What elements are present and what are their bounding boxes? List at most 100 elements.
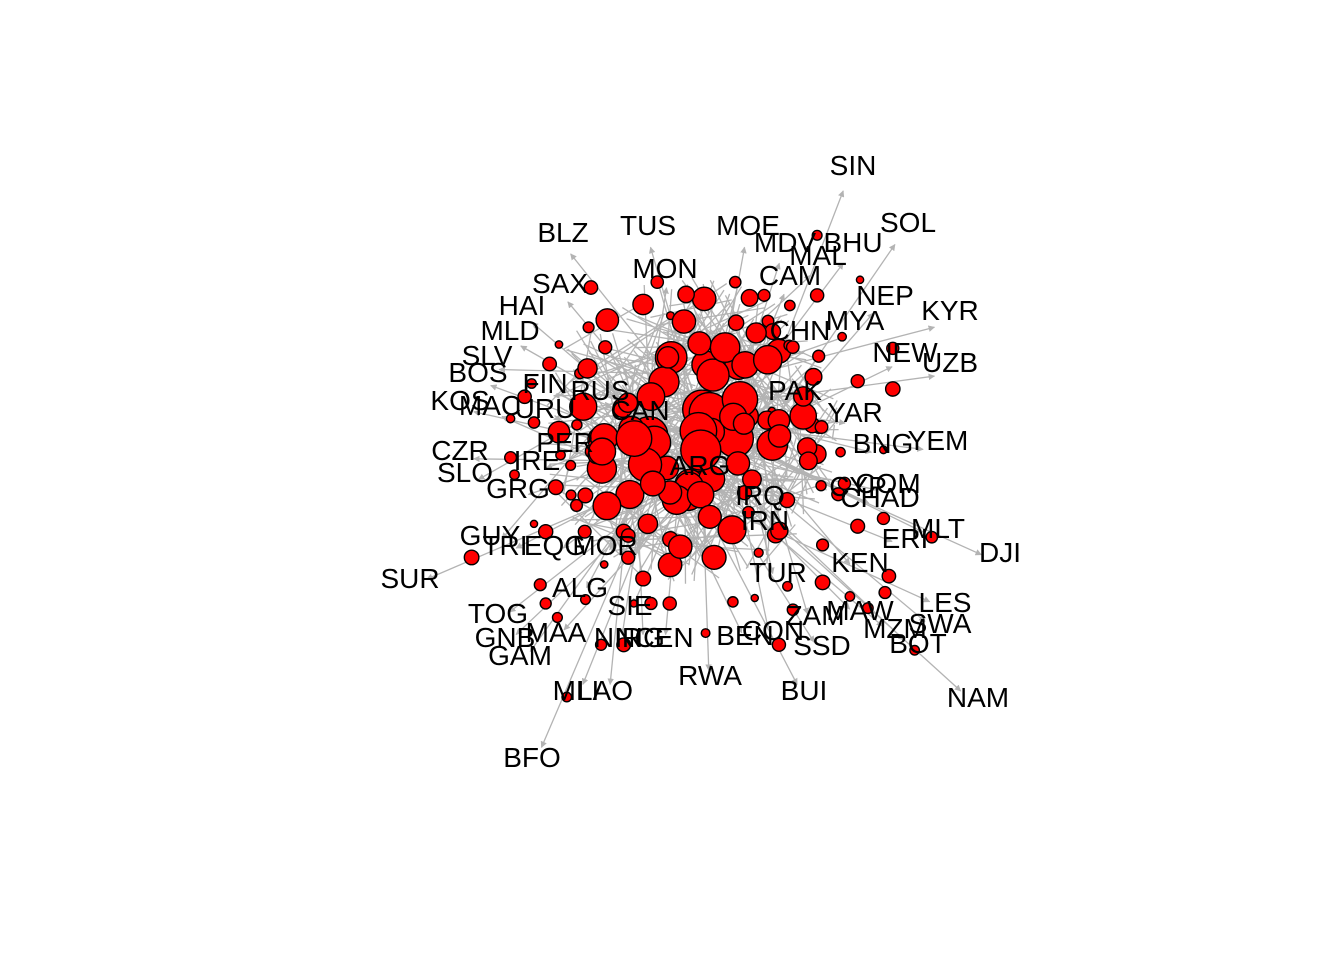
cluster-node <box>709 332 741 363</box>
node-mal <box>783 299 796 312</box>
node-label-bui: BUI <box>781 675 828 706</box>
cluster-node <box>767 424 792 448</box>
cluster-node <box>680 429 722 471</box>
node-moe <box>728 275 742 289</box>
node-mli <box>594 638 608 651</box>
node-label-les: LES <box>919 587 972 618</box>
node-sin <box>811 229 823 241</box>
cluster-node <box>717 515 747 545</box>
cluster-edge <box>635 346 663 349</box>
cluster-node <box>592 491 622 521</box>
node-kyr <box>886 341 900 356</box>
node-label-mli: MLI <box>553 675 600 706</box>
node-label-eri: ERI <box>882 523 929 554</box>
cluster-node <box>569 498 584 512</box>
node-label-irn: IRN <box>741 505 789 536</box>
node-con <box>750 593 760 603</box>
node-mzm <box>844 591 856 602</box>
node-uru <box>571 419 583 431</box>
node-label-bfo: BFO <box>503 742 561 773</box>
node-label-ire: IRE <box>514 445 561 476</box>
node-label-kos: KOS <box>430 385 489 416</box>
node-label-com: COM <box>855 468 920 499</box>
node-label-uru: URU <box>515 393 576 424</box>
node-slv <box>526 378 538 389</box>
node-sie <box>635 570 652 587</box>
node-les <box>881 568 897 584</box>
cluster-node <box>636 382 666 412</box>
node-tri <box>537 523 554 540</box>
cluster-node <box>637 513 659 535</box>
node-label-sur: SUR <box>380 563 439 594</box>
node-irn <box>742 505 755 519</box>
cluster-node <box>547 420 571 444</box>
node-maa <box>579 594 592 606</box>
node-kos <box>505 413 516 424</box>
node-label-chn: CHN <box>770 315 831 346</box>
node-label-mzm: MZM <box>863 613 927 644</box>
cluster-node <box>725 451 751 476</box>
cluster-edge <box>760 419 839 510</box>
node-bng <box>835 446 846 458</box>
node-cyp <box>815 479 827 492</box>
cluster-node <box>598 340 613 355</box>
node-guy <box>529 519 539 529</box>
node-nep <box>837 331 848 342</box>
cluster-node <box>697 504 722 529</box>
node-yem <box>878 445 888 455</box>
node-label-yem: YEM <box>908 425 969 456</box>
node-label-mor: MOR <box>572 530 637 561</box>
node-label-nep: NEP <box>856 280 914 311</box>
node-label-chad: CHAD <box>840 482 919 513</box>
node-bot <box>861 602 874 615</box>
node-mdv <box>757 288 771 302</box>
node-label-eqg: EQG <box>524 530 586 561</box>
node-label-czr: CZR <box>431 435 489 466</box>
node-alg <box>599 560 609 569</box>
cluster-edge <box>766 469 776 565</box>
node-label-tus: TUS <box>620 210 676 241</box>
node-tog <box>533 578 547 592</box>
node-gnb <box>539 597 552 610</box>
cluster-node <box>569 392 598 421</box>
nodes <box>463 229 939 703</box>
node-label-mac: MAC <box>459 390 521 421</box>
cluster-node <box>804 367 823 386</box>
node-label-lao: LAO <box>577 675 633 706</box>
node-dji <box>925 530 939 544</box>
node-label-maa: MAA <box>526 617 587 648</box>
node-label-moe: MOE <box>716 210 780 241</box>
node-bhu <box>809 288 825 303</box>
node-cen <box>662 596 677 611</box>
cluster-node <box>686 480 715 509</box>
node-label-slv: SLV <box>462 340 513 371</box>
cluster-node <box>671 309 697 334</box>
cluster-node <box>667 534 693 560</box>
node-label-sie: SIE <box>607 590 652 621</box>
node-sur <box>463 549 480 566</box>
node-eqg <box>577 524 592 539</box>
node-label-cyp: CYP <box>829 471 887 502</box>
cluster-node <box>727 314 745 331</box>
node-label-irq: IRQ <box>735 480 785 511</box>
node-labels: SINSOLBHUMALMDVMOETUSBLZMONSAXHAIMLDSLVB… <box>380 150 1021 773</box>
cluster-node <box>621 550 636 565</box>
node-label-rus: RUS <box>570 375 629 406</box>
node-ire <box>565 459 577 471</box>
node-label-con: CON <box>742 615 804 646</box>
node-grg <box>547 479 564 496</box>
cluster-node <box>617 392 639 413</box>
node-label-blz: BLZ <box>537 217 588 248</box>
cluster-node <box>814 420 829 435</box>
node-label-tur: TUR <box>749 557 807 588</box>
cluster-node <box>577 487 594 504</box>
cluster-node <box>687 331 712 356</box>
node-sol <box>855 275 865 285</box>
cluster-edge <box>758 524 796 569</box>
node-lao <box>616 637 632 653</box>
node-ssd <box>786 603 800 617</box>
node-nig <box>644 596 658 611</box>
node-label-mon: MON <box>632 253 697 284</box>
node-label-cam: CAM <box>759 260 821 291</box>
cluster-node <box>740 288 759 307</box>
